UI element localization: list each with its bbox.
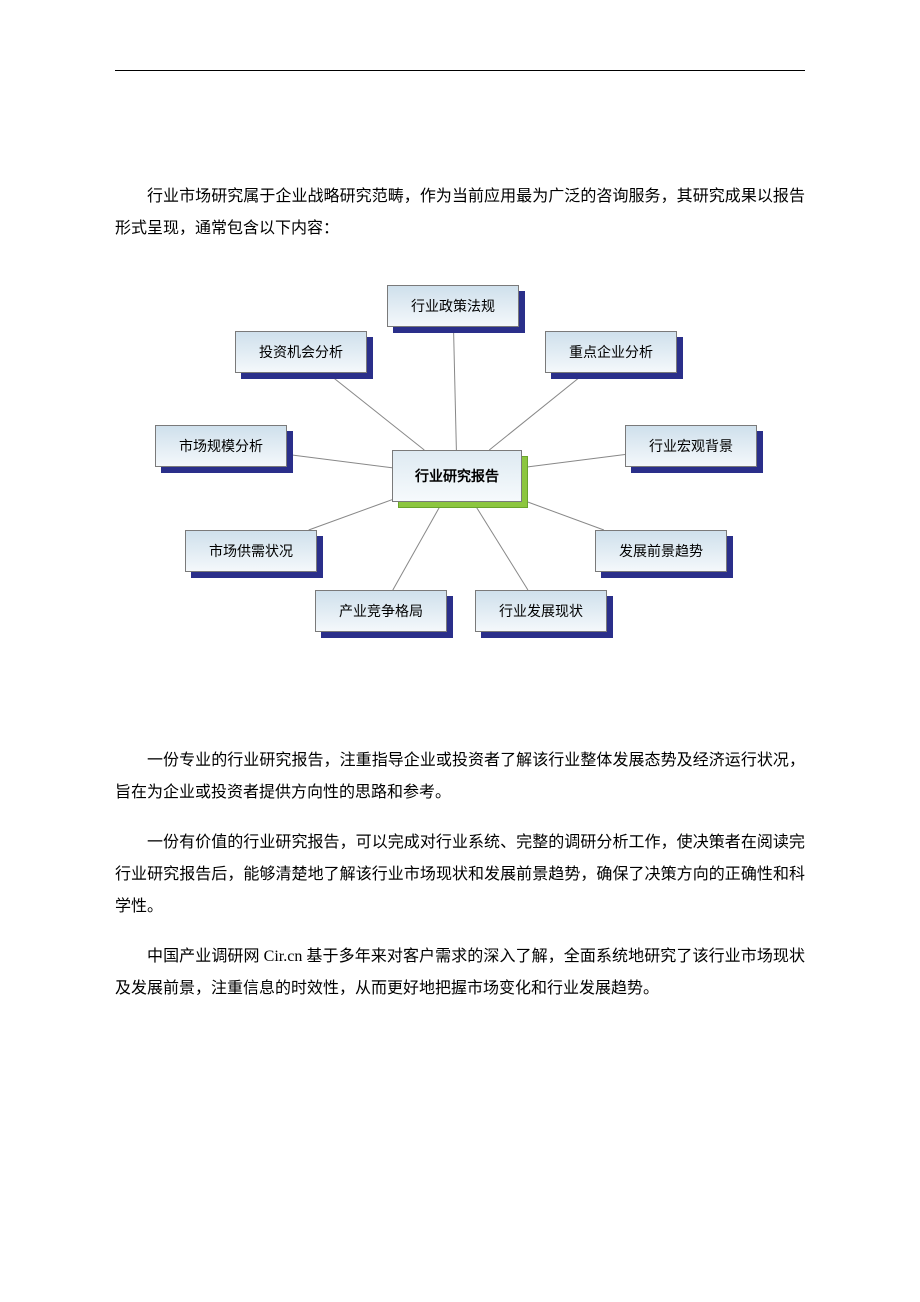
- node-label: 市场供需状况: [209, 541, 293, 561]
- paragraph-4: 中国产业调研网 Cir.cn 基于多年来对客户需求的深入了解，全面系统地研究了该…: [115, 941, 805, 1005]
- node-macro: 行业宏观背景: [625, 425, 757, 467]
- node-label: 行业宏观背景: [649, 436, 733, 456]
- node-compete: 产业竞争格局: [315, 590, 447, 632]
- concept-diagram: 行业研究报告 行业政策法规投资机会分析 重点企业分析市场规模分析 行业宏观背景市场供需…: [115, 275, 805, 675]
- node-keyent: 重点企业分析: [545, 331, 677, 373]
- node-prospect: 发展前景趋势: [595, 530, 727, 572]
- edge-keyent: [489, 373, 585, 450]
- edge-invest: [327, 373, 424, 450]
- node-label: 重点企业分析: [569, 342, 653, 362]
- node-policy: 行业政策法规: [387, 285, 519, 327]
- top-rule: [115, 70, 805, 71]
- node-invest: 投资机会分析: [235, 331, 367, 373]
- node-label: 产业竞争格局: [339, 601, 423, 621]
- intro-paragraph: 行业市场研究属于企业战略研究范畴，作为当前应用最为广泛的咨询服务，其研究成果以报…: [115, 181, 805, 245]
- edge-scale: [287, 454, 392, 467]
- node-supply: 市场供需状况: [185, 530, 317, 572]
- edge-supply: [309, 500, 392, 530]
- edge-prospect: [522, 500, 604, 530]
- paragraph-3: 一份有价值的行业研究报告，可以完成对行业系统、完整的调研分析工作，使决策者在阅读…: [115, 827, 805, 923]
- document-page: 行业市场研究属于企业战略研究范畴，作为当前应用最为广泛的咨询服务，其研究成果以报…: [115, 70, 805, 1013]
- node-label: 市场规模分析: [179, 436, 263, 456]
- edge-compete: [393, 502, 443, 590]
- edge-policy: [453, 327, 456, 450]
- node-label: 投资机会分析: [259, 342, 343, 362]
- node-label: 行业政策法规: [411, 296, 495, 316]
- node-status: 行业发展现状: [475, 590, 607, 632]
- node-scale: 市场规模分析: [155, 425, 287, 467]
- node-label: 发展前景趋势: [619, 541, 703, 561]
- edge-status: [473, 502, 528, 590]
- edge-macro: [522, 454, 625, 467]
- center-node: 行业研究报告: [392, 450, 522, 502]
- paragraph-2: 一份专业的行业研究报告，注重指导企业或投资者了解该行业整体发展态势及经济运行状况…: [115, 745, 805, 809]
- node-label: 行业研究报告: [415, 466, 499, 486]
- node-label: 行业发展现状: [499, 601, 583, 621]
